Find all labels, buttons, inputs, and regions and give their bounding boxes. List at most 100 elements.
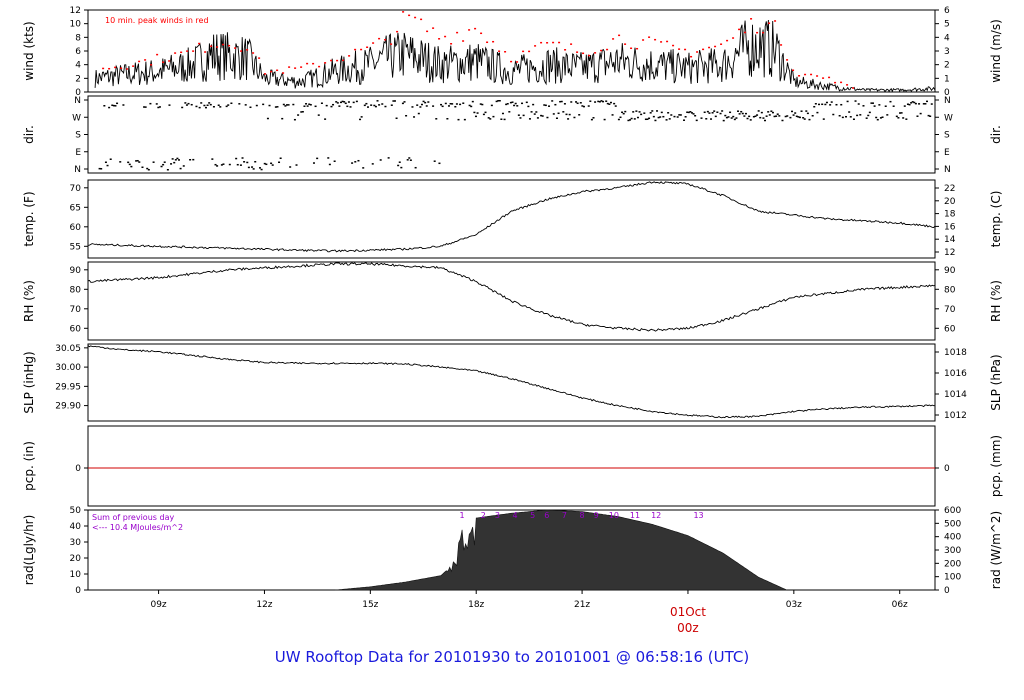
direction-point (392, 100, 395, 102)
direction-point (859, 114, 862, 116)
direction-point (895, 115, 898, 118)
direction-point (648, 117, 651, 120)
direction-point (355, 100, 358, 103)
y-tick-label-right: W (944, 113, 953, 123)
direction-point (835, 103, 838, 106)
direction-point (122, 104, 125, 106)
direction-point (767, 111, 770, 113)
direction-point (727, 116, 730, 118)
y-tick-label-right: 1 (944, 74, 950, 84)
peak-wind-mark (792, 69, 795, 71)
direction-point (841, 116, 844, 119)
direction-point (381, 103, 384, 105)
direction-point (670, 114, 673, 116)
wind-series (94, 19, 935, 93)
y-axis-label-left: pcp. (in) (22, 441, 36, 491)
direction-point (528, 118, 531, 120)
direction-point (916, 115, 919, 117)
direction-point (268, 104, 271, 107)
direction-point (926, 100, 929, 103)
direction-point (187, 102, 190, 105)
direction-point (581, 105, 584, 107)
direction-point (881, 116, 884, 118)
direction-point (411, 106, 414, 108)
direction-point (695, 119, 698, 122)
direction-point (227, 104, 230, 106)
radiation-hour-label: 5 (530, 511, 535, 520)
direction-point (317, 114, 320, 116)
direction-point (346, 105, 349, 108)
direction-point (130, 165, 133, 168)
direction-point (594, 101, 597, 103)
panel-frame (87, 343, 936, 422)
y-tick-label-left: 8 (75, 33, 81, 43)
direction-point (251, 166, 254, 168)
panel-wind (84, 9, 939, 93)
peak-wind-mark (774, 20, 777, 22)
peak-wind-mark (384, 38, 387, 41)
direction-point (868, 111, 871, 114)
direction-point (332, 103, 335, 106)
peak-wind-mark (396, 30, 399, 33)
peak-wind-mark (252, 52, 255, 54)
direction-point (308, 103, 311, 105)
peak-wind-mark (414, 16, 417, 19)
direction-point (830, 101, 833, 103)
direction-point (247, 166, 250, 169)
direction-point (798, 116, 801, 119)
direction-point (246, 161, 249, 164)
panel-slp (84, 343, 939, 422)
y-tick-label-left: N (74, 96, 81, 106)
direction-point (305, 103, 308, 105)
direction-point (598, 101, 601, 103)
direction-point (554, 103, 557, 106)
direction-point (114, 105, 117, 107)
direction-point (258, 167, 261, 169)
peak-wind-mark (300, 66, 303, 68)
y-tick-label-left: 70 (70, 305, 82, 315)
direction-point (274, 106, 277, 108)
direction-point (506, 103, 509, 105)
direction-point (517, 114, 520, 116)
peak-wind-mark (228, 44, 231, 47)
direction-point (463, 118, 466, 121)
direction-point (927, 114, 930, 117)
peak-wind-mark (144, 59, 147, 61)
direction-point (192, 158, 195, 161)
direction-point (316, 157, 319, 160)
direction-point (587, 105, 590, 107)
direction-point (287, 104, 290, 106)
y-tick-label-left: S (75, 131, 81, 141)
peak-wind-mark (510, 60, 513, 63)
direction-point (174, 159, 177, 161)
direction-point (759, 116, 762, 119)
direction-point (805, 110, 808, 112)
direction-point (619, 116, 622, 119)
direction-point (624, 110, 627, 113)
peak-wind-mark (492, 40, 495, 43)
direction-point (449, 102, 452, 105)
direction-point (605, 100, 608, 102)
direction-point (184, 102, 187, 104)
radiation-hour-label: 11 (630, 511, 640, 520)
direction-point (112, 104, 115, 107)
x-date-label: 01Oct (670, 605, 706, 619)
y-tick-label-left: 30.05 (55, 344, 81, 354)
direction-point (108, 106, 111, 109)
direction-point (128, 163, 131, 166)
peak-wind-mark (708, 46, 711, 49)
direction-point (602, 100, 605, 103)
y-axis-label-right: pcp. (mm) (989, 435, 1003, 497)
direction-point (744, 112, 747, 115)
direction-point (600, 100, 603, 102)
direction-point (501, 112, 504, 115)
direction-point (527, 105, 530, 108)
peak-wind-mark (612, 38, 615, 40)
direction-point (700, 117, 703, 119)
y-axis-label-left: wind (kts) (22, 21, 36, 80)
direction-point (908, 103, 911, 106)
peak-wind-mark (312, 62, 315, 65)
direction-point (721, 110, 724, 112)
direction-point (573, 116, 576, 119)
direction-point (235, 157, 238, 160)
